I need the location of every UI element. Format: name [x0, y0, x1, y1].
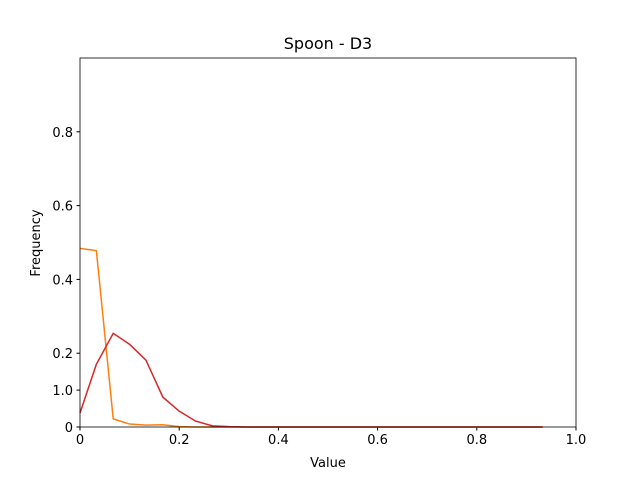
y-tick-label: 0.4 [52, 273, 73, 288]
x-axis-label: Value [310, 456, 346, 471]
x-tick-label: 0 [76, 433, 84, 448]
y-tick-label: 0.2 [52, 347, 73, 362]
y-tick-label: 0.8 [52, 126, 73, 141]
chart-title: Spoon - D3 [284, 34, 372, 53]
y-axis-label: Frequency [29, 209, 44, 276]
plot-frame [79, 57, 577, 428]
x-tick-label: 0.6 [367, 433, 388, 448]
y-tick-label: 0 [65, 421, 73, 436]
x-tick-label: 1.0 [566, 433, 587, 448]
y-tick-label: 1.0 [52, 384, 73, 399]
y-tick-label: 0.6 [52, 200, 73, 215]
x-tick-label: 0.8 [466, 433, 487, 448]
x-tick-label: 0.4 [268, 433, 289, 448]
x-tick-label: 0.2 [169, 433, 190, 448]
